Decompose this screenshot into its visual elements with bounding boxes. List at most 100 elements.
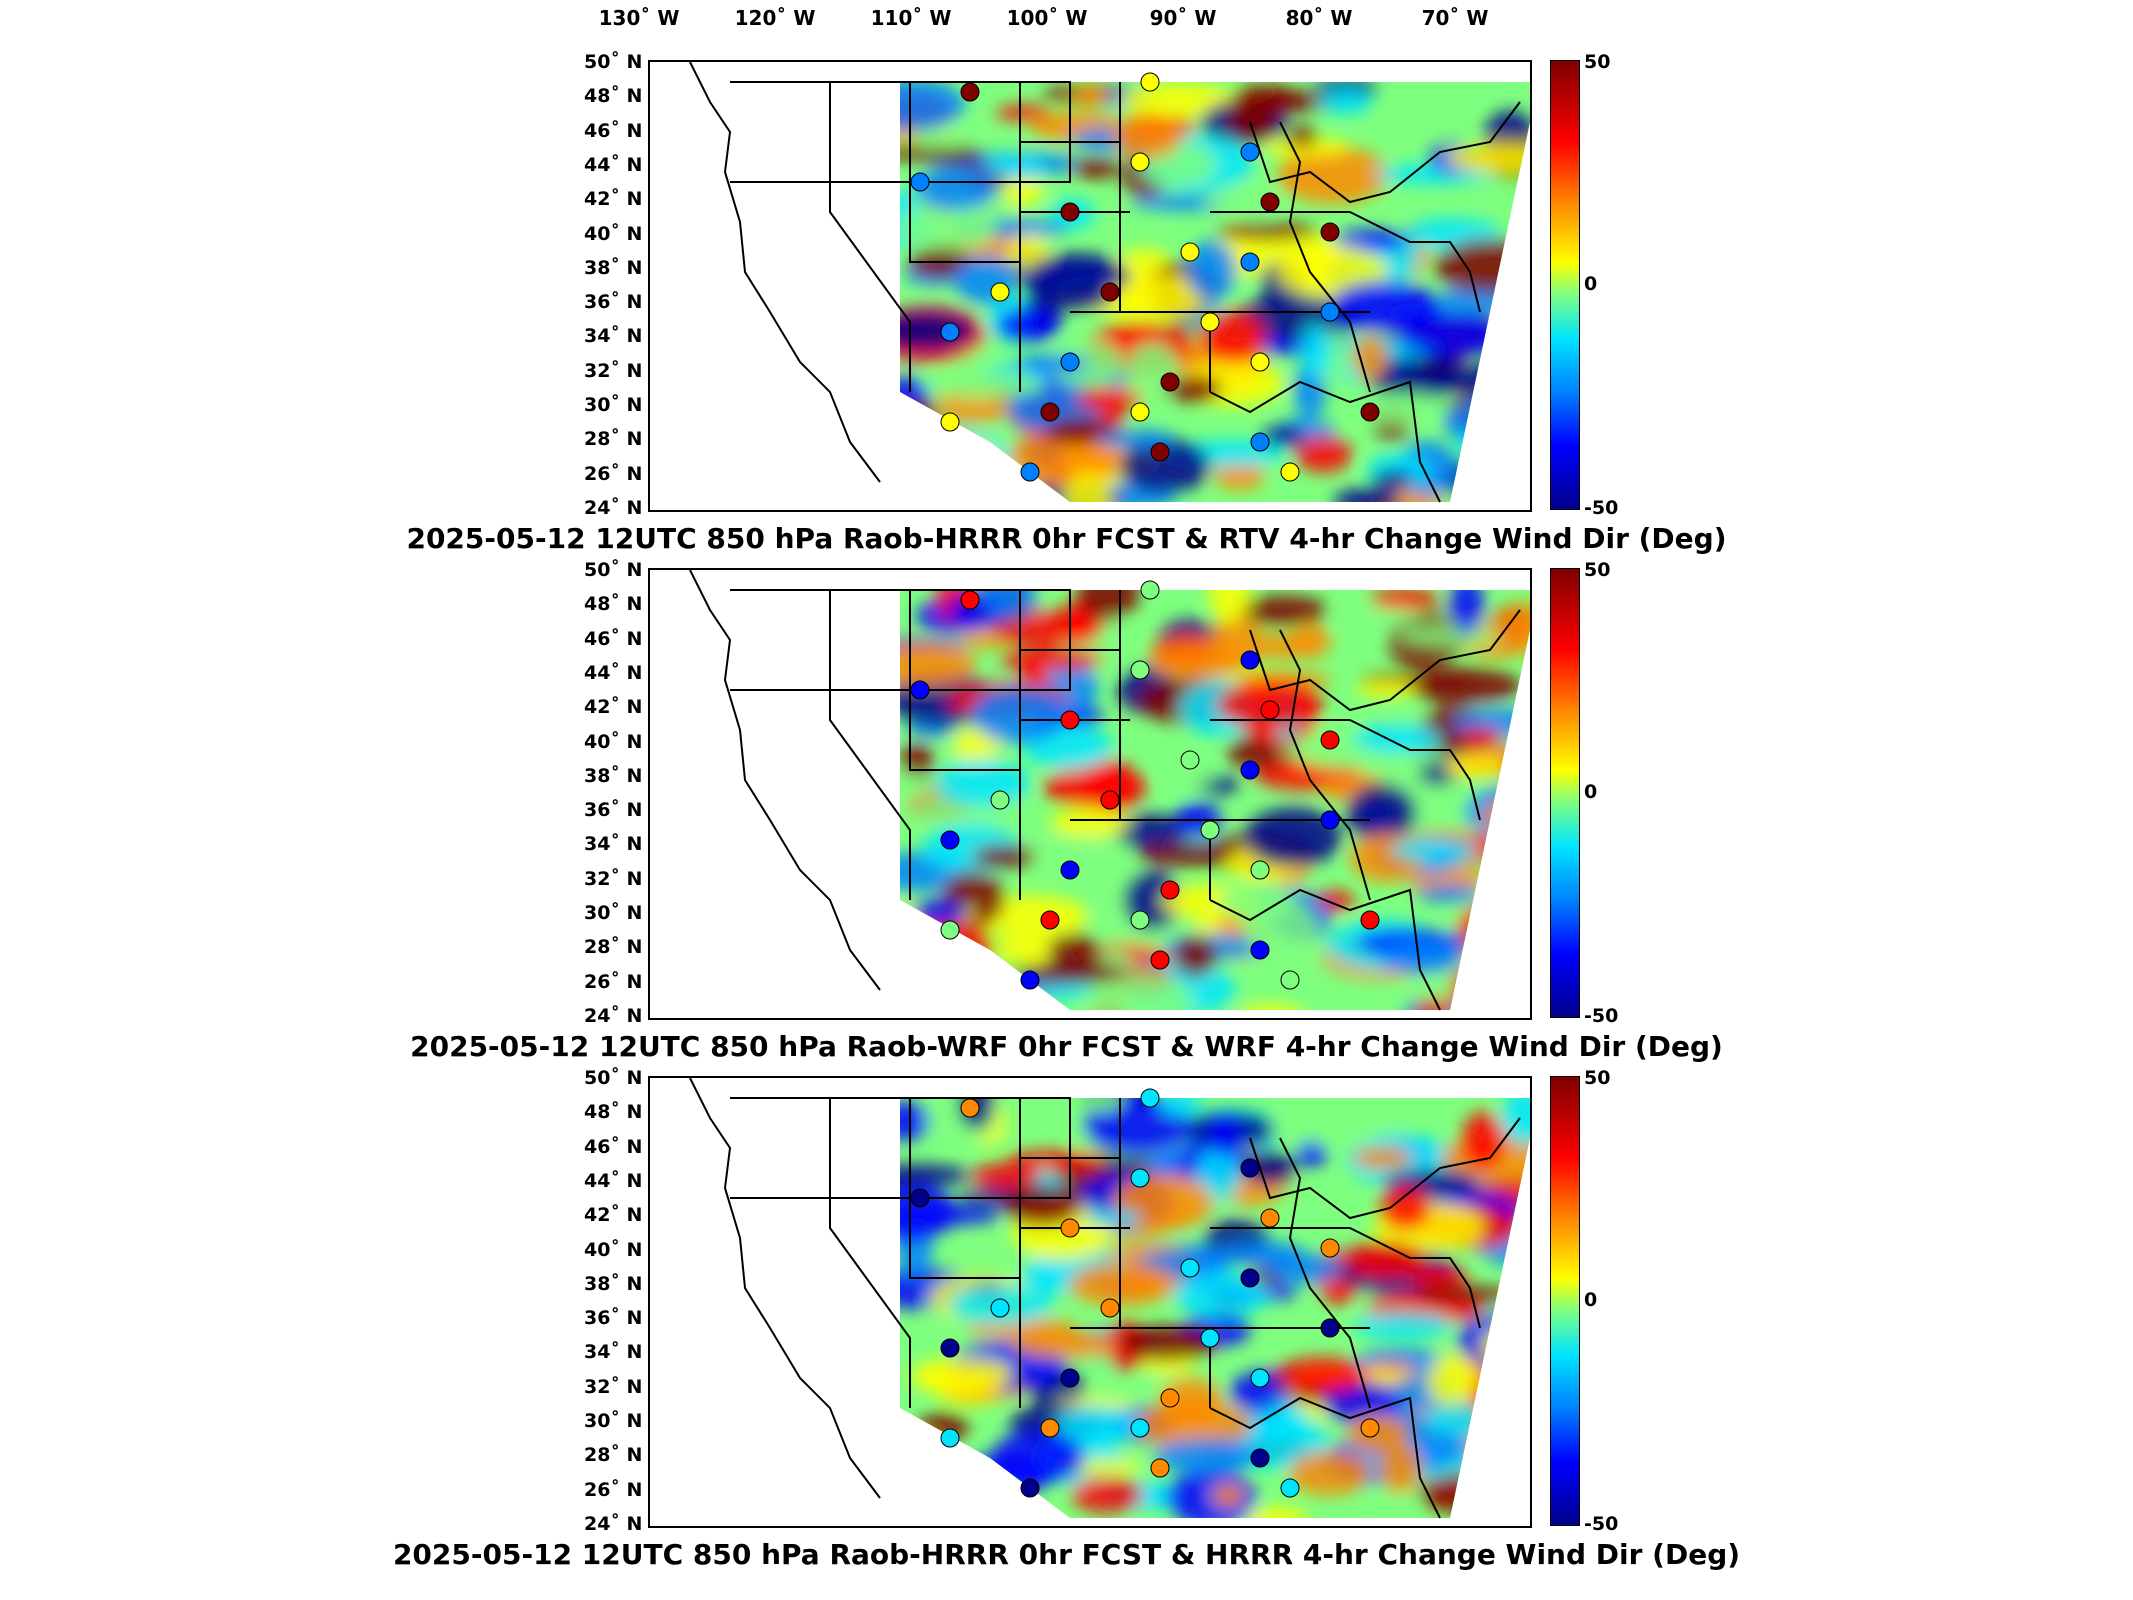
colorbar (1550, 60, 1580, 510)
colorbar-min-label: -50 (1584, 1005, 1619, 1027)
raob-station-marker (1130, 1168, 1150, 1188)
raob-station-marker (1040, 402, 1060, 422)
state-boundaries (689, 1078, 1521, 1519)
raob-station-marker (1150, 950, 1170, 970)
raob-station-marker (1280, 970, 1300, 990)
lat-label: 48˚ N (584, 85, 643, 108)
raob-station-marker (1320, 730, 1340, 750)
lat-label: 28˚ N (584, 936, 643, 959)
raob-stations (910, 580, 1380, 990)
raob-station-marker (1130, 660, 1150, 680)
raob-station-marker (990, 282, 1010, 302)
raob-station-marker (960, 1098, 980, 1118)
raob-station-marker (1130, 910, 1150, 930)
lat-label: 28˚ N (584, 428, 643, 451)
map-panel-hrrr: 50˚ N 48˚ N 46˚ N 44˚ N 42˚ N 40˚ N 38˚ N 36˚ N… (0, 1016, 2133, 1600)
raob-station-marker (1180, 1258, 1200, 1278)
colorbar-mid-label: 0 (1584, 273, 1598, 295)
lon-label: 80˚ W (1285, 6, 1353, 30)
raob-station-marker (1060, 352, 1080, 372)
raob-station-marker (1160, 372, 1180, 392)
longitude-axis: 130˚ W 120˚ W 110˚ W 100˚ W 90˚ W 80˚ W … (0, 0, 2133, 40)
lat-label: 40˚ N (584, 222, 643, 245)
lon-label: 130˚ W (598, 6, 680, 30)
raob-station-marker (1020, 1478, 1040, 1498)
raob-stations (910, 1088, 1380, 1498)
raob-station-marker (940, 322, 960, 342)
panel-title: 2025-05-12 12UTC 850 hPa Raob-WRF 0hr FC… (410, 1030, 1723, 1063)
raob-station-marker (1040, 1418, 1060, 1438)
raob-station-marker (1020, 970, 1040, 990)
raob-station-marker (910, 680, 930, 700)
raob-station-marker (940, 920, 960, 940)
raob-station-marker (1060, 860, 1080, 880)
raob-station-marker (1160, 880, 1180, 900)
map-panel-wrf: 50˚ N 48˚ N 46˚ N 44˚ N 42˚ N 40˚ N 38˚ N 36˚ N… (0, 508, 2133, 1068)
raob-station-marker (1320, 1318, 1340, 1338)
lon-label: 70˚ W (1421, 6, 1489, 30)
raob-station-marker (1200, 1328, 1220, 1348)
raob-station-marker (1240, 252, 1260, 272)
panel-title: 2025-05-12 12UTC 850 hPa Raob-HRRR 0hr F… (392, 1538, 1741, 1571)
raob-station-marker (1240, 760, 1260, 780)
colorbar-mid-label: 0 (1584, 781, 1598, 803)
lon-label: 100˚ W (1006, 6, 1088, 30)
raob-station-marker (960, 590, 980, 610)
raob-station-marker (1250, 352, 1270, 372)
raob-station-marker (1200, 820, 1220, 840)
state-boundaries (689, 62, 1521, 503)
lat-label: 36˚ N (584, 291, 643, 314)
raob-station-marker (940, 1428, 960, 1448)
lat-label: 48˚ N (584, 593, 643, 616)
raob-station-marker (1320, 1238, 1340, 1258)
colorbar-max-label: 50 (1584, 51, 1611, 73)
map-canvas (648, 568, 1532, 1020)
lat-label: 24˚ N (584, 497, 643, 519)
lat-label: 42˚ N (584, 188, 643, 211)
map-canvas (648, 60, 1532, 512)
lat-label: 50˚ N (584, 51, 643, 73)
lat-label: 26˚ N (584, 1478, 643, 1501)
raob-station-marker (1360, 910, 1380, 930)
raob-station-marker (940, 412, 960, 432)
lat-label: 42˚ N (584, 1204, 643, 1227)
lat-label: 24˚ N (584, 1005, 643, 1027)
raob-station-marker (1130, 402, 1150, 422)
lat-label: 36˚ N (584, 1307, 643, 1330)
lat-label: 34˚ N (584, 1341, 643, 1364)
lat-label: 38˚ N (584, 764, 643, 787)
lat-label: 46˚ N (584, 119, 643, 142)
lat-label: 32˚ N (584, 359, 643, 382)
lat-label: 34˚ N (584, 833, 643, 856)
colorbar-max-label: 50 (1584, 1067, 1611, 1089)
raob-station-marker (940, 830, 960, 850)
lat-label: 32˚ N (584, 1375, 643, 1398)
raob-station-marker (960, 82, 980, 102)
raob-station-marker (910, 172, 930, 192)
raob-station-marker (1020, 462, 1040, 482)
lat-label: 26˚ N (584, 970, 643, 993)
raob-station-marker (1130, 152, 1150, 172)
colorbar-min-label: -50 (1584, 497, 1619, 519)
raob-station-marker (1280, 462, 1300, 482)
raob-station-marker (1180, 242, 1200, 262)
lat-label: 26˚ N (584, 462, 643, 485)
lat-label: 30˚ N (584, 394, 643, 417)
lat-label: 30˚ N (584, 1410, 643, 1433)
raob-station-marker (1150, 1458, 1170, 1478)
raob-station-marker (1160, 1388, 1180, 1408)
lat-label: 42˚ N (584, 696, 643, 719)
colorbar-min-label: -50 (1584, 1513, 1619, 1535)
raob-station-marker (1250, 940, 1270, 960)
lat-label: 44˚ N (584, 153, 643, 176)
lat-label: 50˚ N (584, 1067, 643, 1089)
raob-station-marker (1140, 72, 1160, 92)
raob-station-marker (1140, 580, 1160, 600)
raob-station-marker (1240, 1268, 1260, 1288)
lat-label: 46˚ N (584, 1135, 643, 1158)
raob-station-marker (1040, 910, 1060, 930)
raob-station-marker (1140, 1088, 1160, 1108)
raob-station-marker (1200, 312, 1220, 332)
raob-station-marker (990, 1298, 1010, 1318)
lat-label: 36˚ N (584, 799, 643, 822)
